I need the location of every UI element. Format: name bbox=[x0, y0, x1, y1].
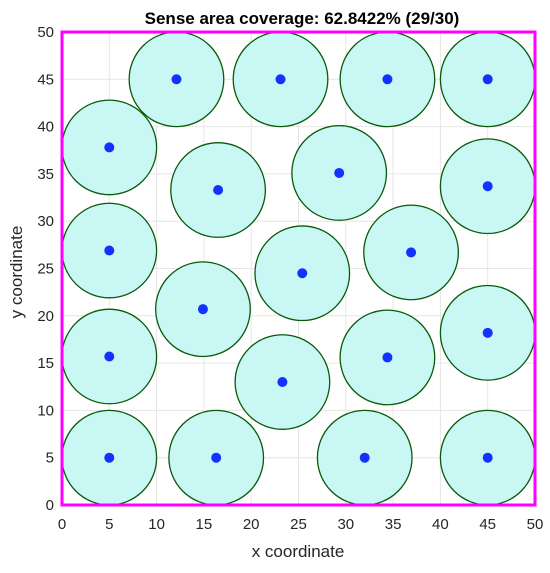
x-tick-label: 25 bbox=[290, 516, 307, 533]
y-tick-label: 50 bbox=[37, 24, 54, 41]
x-tick-label: 15 bbox=[196, 516, 213, 533]
sensor-node-point bbox=[482, 452, 493, 463]
x-tick-label: 10 bbox=[148, 516, 165, 533]
chart-title: Sense area coverage: 62.8422% (29/30) bbox=[145, 9, 460, 28]
sensor-node-point bbox=[104, 351, 115, 362]
y-tick-label: 15 bbox=[37, 355, 54, 372]
y-tick-label: 40 bbox=[37, 119, 54, 136]
sensor-node-point bbox=[382, 74, 393, 85]
y-tick-label: 25 bbox=[37, 261, 54, 278]
sensor-node-point bbox=[275, 74, 286, 85]
sensor-node-point bbox=[211, 452, 222, 463]
sensor-node-point bbox=[482, 74, 493, 85]
sensor-node-point bbox=[297, 268, 308, 279]
sensor-node-point bbox=[406, 247, 417, 258]
y-tick-label: 45 bbox=[37, 71, 54, 88]
sensor-node-point bbox=[382, 352, 393, 363]
x-tick-label: 0 bbox=[58, 516, 66, 533]
sensor-node-point bbox=[213, 184, 224, 195]
y-tick-label: 0 bbox=[46, 497, 54, 514]
x-tick-label: 5 bbox=[105, 516, 113, 533]
y-tick-label: 35 bbox=[37, 166, 54, 183]
sensor-nodes bbox=[104, 74, 493, 463]
x-axis-label: x coordinate bbox=[252, 542, 345, 561]
x-tick-label: 30 bbox=[337, 516, 354, 533]
sensor-node-point bbox=[197, 304, 208, 315]
sensor-node-point bbox=[104, 245, 115, 256]
y-axis-label: y coordinate bbox=[7, 226, 26, 319]
sensor-node-point bbox=[277, 377, 288, 388]
y-tick-label: 5 bbox=[46, 450, 54, 467]
tick-labels: 0 5 10 15 20 25 30 35 40 45 50 0 5 10 15 20 25 30 35 40 45 50 bbox=[37, 24, 543, 533]
sensor-node-point bbox=[359, 452, 370, 463]
x-tick-label: 45 bbox=[479, 516, 496, 533]
sensor-node-point bbox=[334, 167, 345, 178]
sensor-node-point bbox=[482, 181, 493, 192]
x-tick-label: 35 bbox=[385, 516, 402, 533]
sensor-node-point bbox=[104, 142, 115, 153]
x-tick-label: 50 bbox=[527, 516, 544, 533]
x-tick-label: 20 bbox=[243, 516, 260, 533]
x-tick-label: 40 bbox=[432, 516, 449, 533]
y-tick-label: 10 bbox=[37, 402, 54, 419]
y-tick-label: 30 bbox=[37, 213, 54, 230]
sensor-node-point bbox=[482, 327, 493, 338]
sensor-node-point bbox=[171, 74, 182, 85]
y-tick-label: 20 bbox=[37, 308, 54, 325]
sensor-node-point bbox=[104, 452, 115, 463]
plot-frame bbox=[60, 30, 537, 507]
plot-border bbox=[60, 30, 537, 507]
